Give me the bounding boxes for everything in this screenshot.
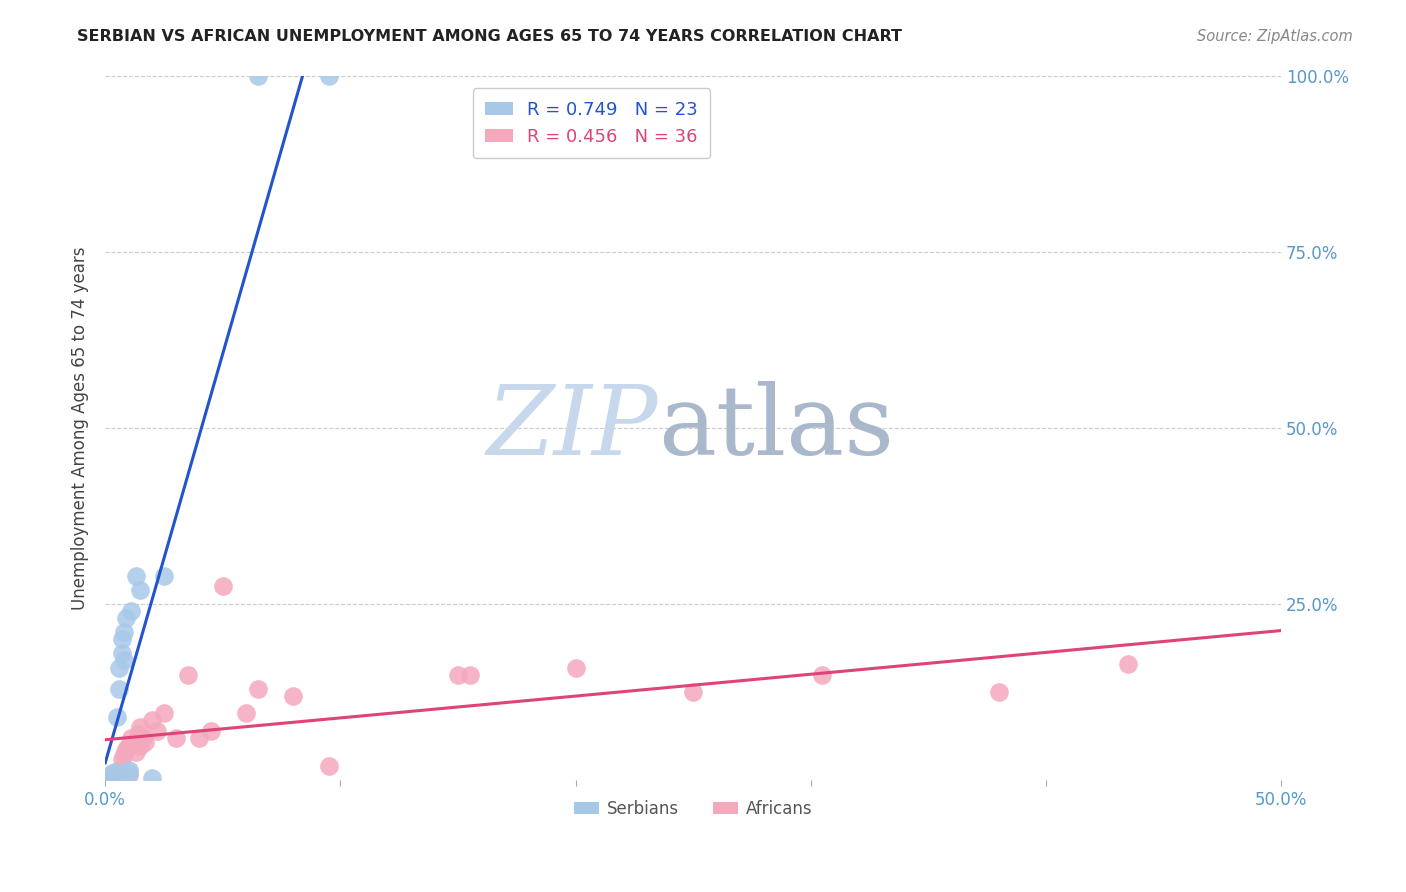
- Point: [111, 752, 134, 766]
- Point: [112, 653, 135, 667]
- Point: [447, 667, 470, 681]
- Point: [108, 660, 131, 674]
- Point: [125, 569, 148, 583]
- Point: [141, 714, 163, 728]
- Point: [132, 731, 155, 745]
- Point: [146, 723, 169, 738]
- Point: [104, 766, 127, 780]
- Point: [134, 734, 156, 748]
- Y-axis label: Unemployment Among Ages 65 to 74 years: Unemployment Among Ages 65 to 74 years: [72, 246, 89, 609]
- Point: [129, 582, 152, 597]
- Text: ZIP: ZIP: [486, 381, 658, 475]
- Point: [211, 579, 233, 593]
- Point: [118, 767, 141, 781]
- Point: [105, 764, 128, 779]
- Point: [120, 731, 142, 745]
- Point: [318, 69, 340, 83]
- Point: [111, 647, 134, 661]
- Point: [118, 766, 141, 780]
- Point: [125, 745, 148, 759]
- Text: SERBIAN VS AFRICAN UNEMPLOYMENT AMONG AGES 65 TO 74 YEARS CORRELATION CHART: SERBIAN VS AFRICAN UNEMPLOYMENT AMONG AG…: [77, 29, 903, 44]
- Point: [1116, 657, 1139, 671]
- Point: [104, 768, 127, 782]
- Point: [247, 681, 270, 696]
- Point: [235, 706, 257, 721]
- Point: [564, 660, 586, 674]
- Point: [129, 721, 152, 735]
- Point: [247, 69, 270, 83]
- Point: [101, 766, 124, 780]
- Point: [101, 767, 124, 781]
- Point: [811, 667, 834, 681]
- Point: [165, 731, 187, 745]
- Point: [176, 667, 198, 681]
- Point: [129, 739, 152, 754]
- Point: [105, 710, 128, 724]
- Point: [108, 763, 131, 777]
- Point: [104, 764, 127, 779]
- Point: [98, 771, 121, 785]
- Point: [458, 667, 481, 681]
- Text: Source: ZipAtlas.com: Source: ZipAtlas.com: [1197, 29, 1353, 44]
- Point: [115, 741, 138, 756]
- Point: [987, 685, 1010, 699]
- Point: [115, 611, 138, 625]
- Point: [105, 769, 128, 783]
- Point: [98, 770, 121, 784]
- Point: [283, 689, 305, 703]
- Point: [112, 747, 135, 761]
- Point: [112, 625, 135, 640]
- Point: [682, 685, 704, 699]
- Point: [118, 738, 141, 752]
- Legend: Serbians, Africans: Serbians, Africans: [567, 794, 820, 825]
- Point: [188, 731, 211, 745]
- Point: [318, 759, 340, 773]
- Point: [120, 604, 142, 618]
- Point: [118, 763, 141, 777]
- Point: [153, 706, 176, 721]
- Point: [111, 632, 134, 647]
- Point: [153, 569, 176, 583]
- Point: [200, 723, 222, 738]
- Text: atlas: atlas: [658, 381, 894, 475]
- Point: [101, 771, 124, 785]
- Point: [108, 681, 131, 696]
- Point: [127, 727, 149, 741]
- Point: [141, 771, 163, 785]
